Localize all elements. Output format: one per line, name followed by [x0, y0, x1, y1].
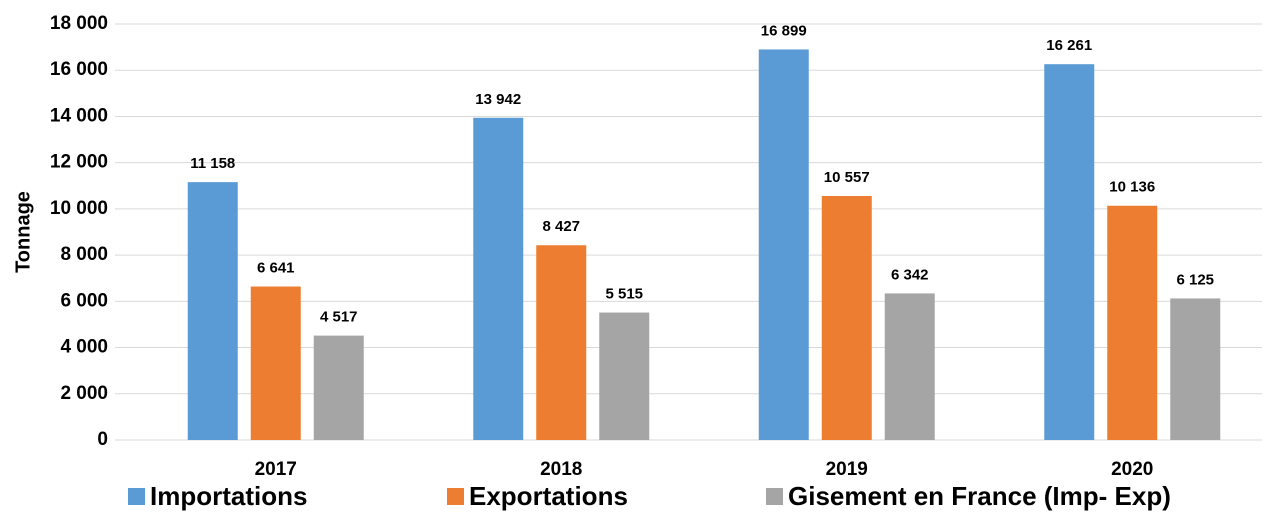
bar: [1170, 298, 1221, 440]
bar: [187, 182, 238, 440]
y-tick-label: 16 000: [50, 59, 108, 80]
data-label: 10 557: [824, 169, 870, 186]
legend-label: Importations: [150, 481, 307, 511]
data-label: 6 641: [257, 259, 295, 276]
bar: [758, 49, 809, 440]
bar: [536, 245, 587, 440]
bar: [599, 312, 650, 440]
legend-label: Exportations: [469, 481, 628, 511]
bar: [884, 293, 935, 440]
y-tick-label: 18 000: [50, 13, 108, 34]
data-label: 6 125: [1176, 271, 1214, 288]
x-tick-label: 2019: [826, 459, 868, 480]
legend-swatch: [766, 488, 783, 505]
y-tick-label: 10 000: [50, 198, 108, 219]
data-label: 6 342: [891, 266, 929, 283]
bar: [313, 335, 364, 440]
data-label: 16 261: [1046, 37, 1092, 54]
y-tick-label: 4 000: [60, 337, 108, 358]
x-tick-label: 2018: [540, 459, 582, 480]
bar: [1107, 205, 1158, 440]
legend-swatch: [447, 488, 464, 505]
y-tick-label: 8 000: [60, 244, 108, 265]
legend-swatch: [128, 488, 145, 505]
data-label: 16 899: [761, 22, 807, 39]
x-tick-label: 2020: [1111, 459, 1153, 480]
data-label: 4 517: [320, 309, 358, 326]
data-label: 13 942: [475, 91, 521, 108]
data-label: 5 515: [605, 286, 643, 303]
bar: [821, 196, 872, 440]
y-tick-label: 6 000: [60, 290, 108, 311]
y-axis-label: Tonnage: [12, 191, 34, 273]
legend-label: Gisement en France (Imp- Exp): [788, 481, 1171, 511]
bar: [250, 286, 301, 440]
data-label: 11 158: [190, 155, 235, 172]
bar: [1044, 64, 1095, 441]
y-tick-label: 14 000: [50, 105, 108, 126]
x-tick-label: 2017: [255, 459, 297, 480]
y-tick-label: 12 000: [50, 152, 108, 173]
data-label: 8 427: [542, 218, 580, 235]
y-tick-label: 2 000: [60, 383, 108, 404]
bar: [473, 117, 524, 441]
data-label: 10 136: [1109, 179, 1155, 196]
y-tick-label: 0: [97, 429, 108, 450]
